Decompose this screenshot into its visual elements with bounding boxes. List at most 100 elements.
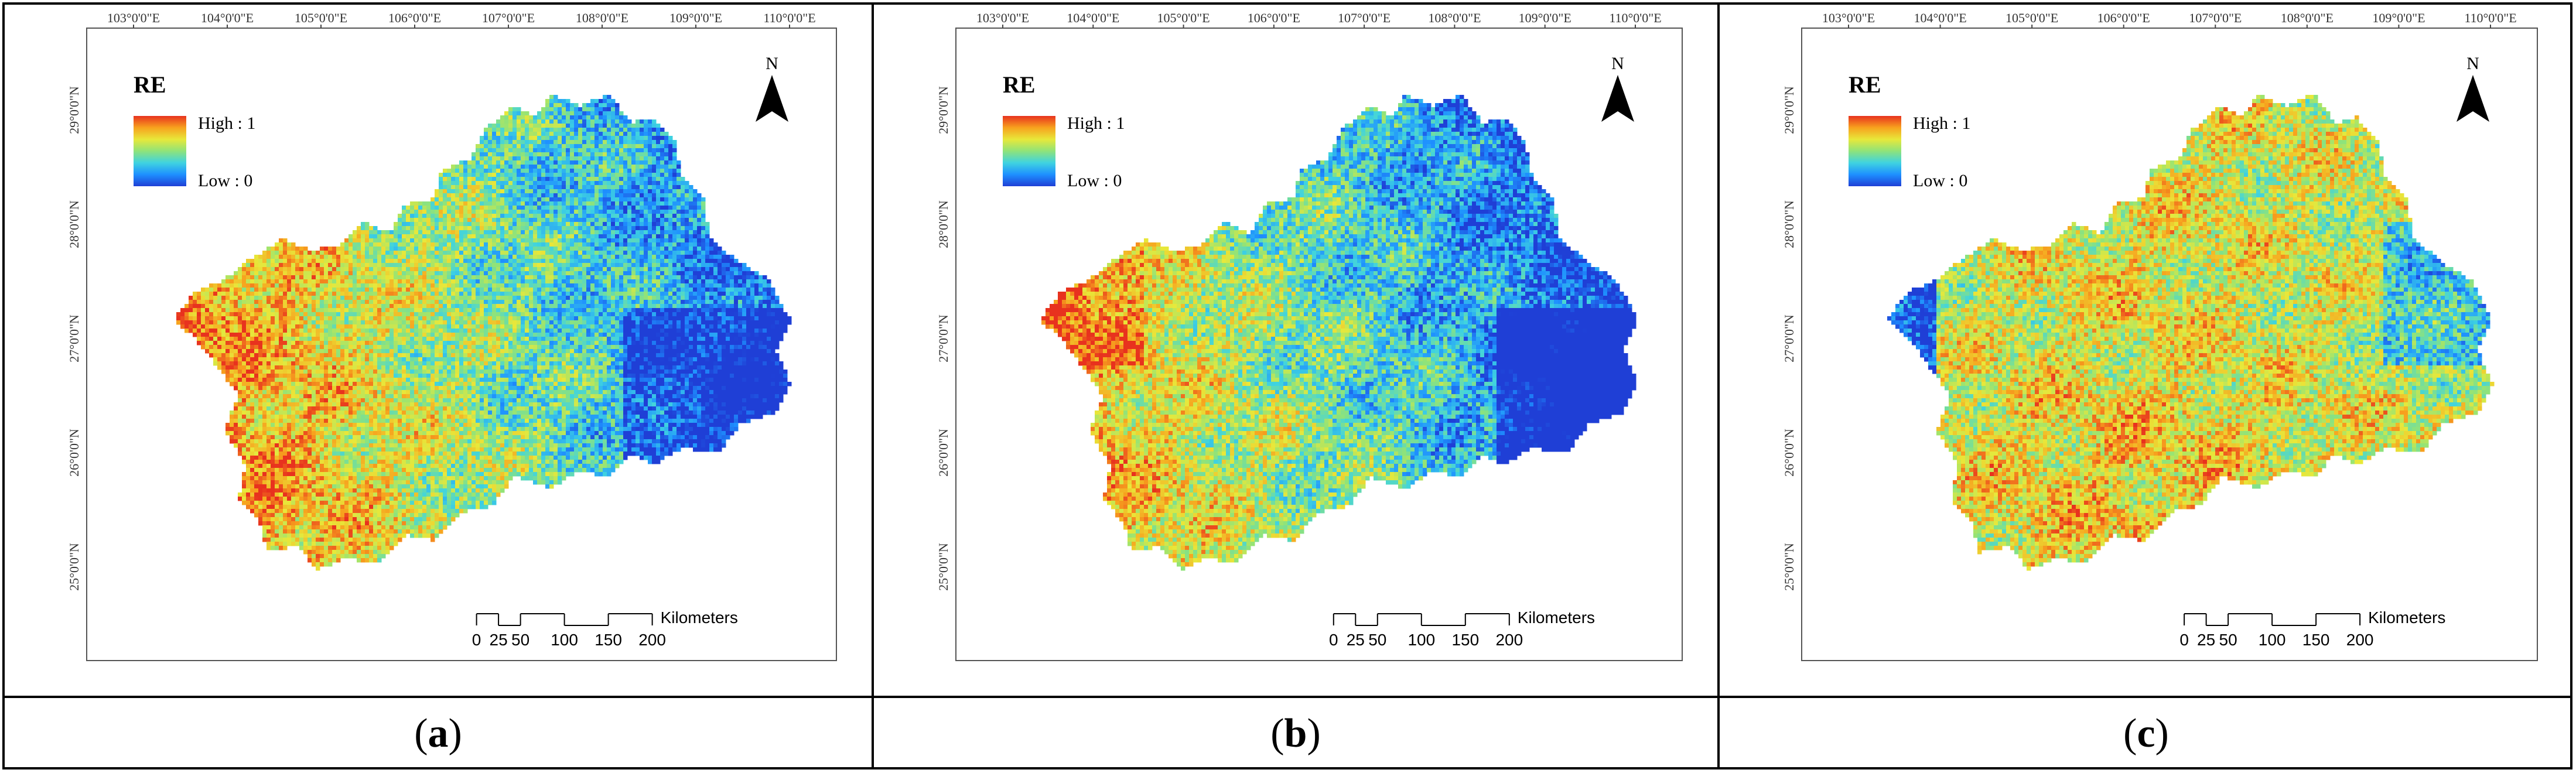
caption-c: (c) [1720, 697, 2572, 771]
lat-tick-label: 27°0'0"N [1782, 314, 1796, 362]
scale-label: 150 [1451, 631, 1479, 649]
lon-tick-label: 103°0'0"E [107, 11, 160, 25]
scale-unit: Kilometers [1518, 608, 1595, 627]
lon-tick-label: 106°0'0"E [388, 11, 441, 25]
legend-ramp [1849, 116, 1901, 186]
legend-low: Low : 0 [1067, 171, 1122, 190]
scale-label: 200 [638, 631, 666, 649]
lon-tick-label: 107°0'0"E [1338, 11, 1391, 25]
scale-unit: Kilometers [2368, 608, 2445, 627]
lat-tick-label: 29°0'0"N [67, 86, 81, 134]
north-label: N [766, 54, 778, 73]
scale-bar: 0 25 50 100 150 200 Kilometers [2179, 608, 2445, 649]
lat-tick-label: 29°0'0"N [936, 86, 951, 134]
scale-label: 50 [511, 631, 529, 649]
caption-divider [2, 696, 2572, 698]
map-svg-b: 103°0'0"E 104°0'0"E 105°0'0"E 106°0'0"E 107°… [936, 11, 1683, 661]
lon-tick-label: 107°0'0"E [482, 11, 535, 25]
north-arrow-icon: N [756, 54, 788, 122]
legend-title: RE [134, 71, 166, 98]
north-label: N [1611, 54, 1624, 73]
caption-b: (b) [874, 697, 1717, 771]
lat-tick-label: 28°0'0"N [1782, 200, 1796, 248]
lon-tick-label: 105°0'0"E [2006, 11, 2058, 25]
lon-tick-label: 104°0'0"E [1914, 11, 1966, 25]
scale-label: 200 [2346, 631, 2374, 649]
lat-tick-label: 26°0'0"N [67, 429, 81, 477]
lon-tick-label: 108°0'0"E [2281, 11, 2334, 25]
lat-tick-label: 27°0'0"N [67, 314, 81, 362]
legend: RE High : 1 Low : 0 [1003, 71, 1125, 190]
lon-tick-label: 108°0'0"E [576, 11, 628, 25]
legend-ramp [134, 116, 186, 186]
caption-letter-c: c [2137, 710, 2155, 757]
lat-tick-label: 28°0'0"N [936, 200, 951, 248]
scale-label: 200 [1495, 631, 1523, 649]
lat-tick-label: 26°0'0"N [936, 429, 951, 477]
lat-tick-label: 28°0'0"N [67, 200, 81, 248]
legend-title: RE [1849, 71, 1881, 98]
lon-tick-label: 103°0'0"E [1822, 11, 1875, 25]
divider-2 [1717, 2, 1720, 769]
lat-tick-label: 29°0'0"N [1782, 86, 1796, 134]
scale-label: 25 [2197, 631, 2215, 649]
legend-low: Low : 0 [198, 171, 252, 190]
scale-label: 0 [2179, 631, 2189, 649]
north-arrow-icon: N [1601, 54, 1634, 122]
scale-label: 100 [1407, 631, 1435, 649]
lon-tick-label: 104°0'0"E [1067, 11, 1119, 25]
re-raster [176, 95, 792, 571]
legend-low: Low : 0 [1913, 171, 1967, 190]
north-label: N [2466, 54, 2479, 73]
lon-tick-label: 110°0'0"E [2464, 11, 2516, 25]
scale-label: 0 [472, 631, 481, 649]
lat-tick-label: 25°0'0"N [936, 543, 951, 591]
legend: RE High : 1 Low : 0 [134, 71, 255, 190]
lat-tick-label: 26°0'0"N [1782, 429, 1796, 477]
scale-unit: Kilometers [661, 608, 738, 627]
lon-tick-label: 106°0'0"E [2097, 11, 2150, 25]
scale-label: 100 [551, 631, 578, 649]
lon-tick-label: 109°0'0"E [1519, 11, 1571, 25]
lon-tick-label: 105°0'0"E [295, 11, 347, 25]
map-svg-a: 103°0'0"E 104°0'0"E 105°0'0"E 106°0'0"E 107°… [67, 11, 837, 661]
lon-tick-label: 110°0'0"E [763, 11, 815, 25]
scale-label: 0 [1329, 631, 1338, 649]
lon-tick-label: 106°0'0"E [1248, 11, 1300, 25]
lon-tick-label: 105°0'0"E [1157, 11, 1210, 25]
lat-tick-label: 27°0'0"N [936, 314, 951, 362]
map-panel-a: 103°0'0"E 104°0'0"E 105°0'0"E 106°0'0"E 107°… [5, 5, 872, 696]
scale-label: 25 [1347, 631, 1365, 649]
scale-label: 100 [2259, 631, 2286, 649]
legend-high: High : 1 [1913, 114, 1970, 133]
scale-bar: 0 25 50 100 150 200 Kilometers [472, 608, 738, 649]
scale-label: 150 [2302, 631, 2330, 649]
legend-title: RE [1003, 71, 1036, 98]
legend-high: High : 1 [198, 114, 255, 133]
caption-row: (a) (b) (c) [0, 697, 2576, 771]
re-raster [1041, 95, 1637, 571]
map-svg-c: 103°0'0"E 104°0'0"E 105°0'0"E 106°0'0"E 107°… [1782, 11, 2538, 661]
lon-tick-label: 108°0'0"E [1428, 11, 1481, 25]
lon-tick-label: 103°0'0"E [976, 11, 1029, 25]
lon-tick-label: 104°0'0"E [201, 11, 254, 25]
legend: RE High : 1 Low : 0 [1849, 71, 1970, 190]
scale-label: 50 [1368, 631, 1386, 649]
north-arrow-icon: N [2457, 54, 2489, 122]
caption-letter-a: a [428, 710, 449, 757]
scale-bar: 0 25 50 100 150 200 Kilometers [1329, 608, 1595, 649]
lon-tick-label: 110°0'0"E [1609, 11, 1661, 25]
divider-1 [872, 2, 874, 769]
lon-tick-label: 109°0'0"E [669, 11, 722, 25]
scale-label: 25 [490, 631, 508, 649]
lon-tick-label: 107°0'0"E [2189, 11, 2242, 25]
legend-high: High : 1 [1067, 114, 1125, 133]
caption-letter-b: b [1284, 710, 1307, 757]
lon-tick-label: 109°0'0"E [2372, 11, 2425, 25]
scale-label: 50 [2219, 631, 2237, 649]
map-panel-b: 103°0'0"E 104°0'0"E 105°0'0"E 106°0'0"E 107°… [874, 5, 1717, 696]
scale-label: 150 [595, 631, 622, 649]
legend-ramp [1003, 116, 1055, 186]
